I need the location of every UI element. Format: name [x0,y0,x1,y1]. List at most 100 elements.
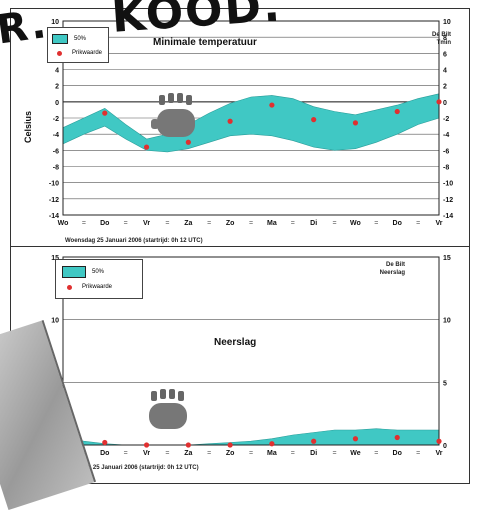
x-tick-label: Do [393,450,402,457]
y-tick-label-left: -14 [49,213,59,220]
y-tick-label-left: 10 [51,318,59,325]
x-tick-separator: = [207,450,211,457]
x-tick-label: We [350,450,360,457]
x-tick-label: Vr [143,450,150,457]
y-tick-label-right: -6 [443,148,449,155]
forecast-point [269,102,275,108]
temperature-chart-panel: 10108866442200-2-2-4-4-6-6-8-8-10-10-12-… [10,8,470,248]
x-tick-label: Do [100,450,109,457]
precipitation-legend: 50% Prikwaarde [55,259,143,299]
x-tick-separator: = [333,220,337,227]
y-tick-label-right: 6 [443,51,447,58]
y-tick-label-left: -10 [49,181,59,188]
paw-print-icon [151,93,195,137]
x-tick-separator: = [207,220,211,227]
forecast-point [185,139,191,145]
x-tick-separator: = [291,450,295,457]
stamp-lettering-left: R. [0,0,51,54]
y-tick-label-right: -2 [443,116,449,123]
precipitation-title: Neerslag [214,337,257,348]
x-tick-label: Za [184,450,192,457]
legend-band-label: 50% [74,36,87,42]
y-tick-label-right: 0 [443,100,447,107]
x-tick-separator: = [124,450,128,457]
forecast-point [311,117,317,123]
x-tick-separator: = [333,450,337,457]
forecast-point [102,110,108,116]
x-tick-separator: = [374,450,378,457]
forecast-point [436,438,442,444]
plot-area-border [62,20,440,216]
forecast-point [227,118,233,124]
x-tick-separator: = [416,450,420,457]
x-tick-separator: = [416,220,420,227]
y-tick-label-left: 0 [55,100,59,107]
legend-point-item: Prikwaarde [62,284,112,290]
band-swatch [52,34,68,44]
y-tick-label-left: -8 [53,165,59,172]
forecast-point [185,442,191,448]
y-tick-label-right: -8 [443,165,449,172]
x-tick-label: Vr [435,450,442,457]
y-tick-label-left: 4 [55,68,59,75]
forecast-point [352,436,359,442]
plot-area-border [62,256,440,446]
precipitation-issue-text: Woensdag 25 Januari 2006 (startrijd: 0h … [61,465,199,471]
paw-print-icon [149,389,187,429]
x-tick-label: Wo [350,220,361,227]
forecast-point [436,99,442,105]
forecast-point [352,120,359,126]
forecast-point [143,442,150,448]
forecast-point [394,434,400,441]
temperature-chart: 10108866442200-2-2-4-4-6-6-8-8-10-10-12-… [23,19,453,227]
temperature-station: De Bilt Tmin [432,31,451,47]
legend-point-item: Prikwaarde [52,50,102,56]
x-tick-label: Do [100,220,109,227]
y-tick-label-left: -4 [53,132,59,139]
y-tick-label-left: -6 [53,148,59,155]
y-tick-label-right: 10 [443,19,451,26]
y-tick-label-right: -14 [443,213,453,220]
forecast-point [227,442,233,448]
x-tick-separator: = [249,220,253,227]
x-tick-label: Vr [435,220,442,227]
x-tick-separator: = [249,450,253,457]
x-tick-separator: = [165,450,169,457]
y-tick-label-right: 4 [443,68,447,75]
temperature-issue-text: Woensdag 25 Januari 2006 (startrijd: 0h … [65,238,203,244]
x-tick-label: Zo [226,450,235,457]
y-tick-label-right: 15 [443,255,451,262]
precipitation-station-name: De Bilt [385,262,405,268]
forecast-point [102,439,108,446]
y-tick-label-left: 10 [51,19,59,26]
y-tick-label-right: 10 [443,318,451,325]
legend-point-label: Prikwaarde [72,50,103,56]
x-tick-separator: = [374,220,378,227]
point-swatch [57,50,62,56]
x-tick-label: Wo [58,220,69,227]
uncertainty-band [62,93,440,153]
temperature-legend: 50% Prikwaarde [47,27,109,63]
x-tick-separator: = [124,220,128,227]
x-tick-label: Zo [226,220,235,227]
y-tick-label-right: -4 [443,132,449,139]
precipitation-station-sub: Neerslag [379,270,405,276]
x-tick-separator: = [291,220,295,227]
legend-point-label: Prikwaarde [82,284,113,290]
point-swatch [67,284,72,290]
y-tick-label-right: 0 [443,443,447,450]
x-tick-label: Za [184,220,192,227]
x-tick-label: Vr [143,220,150,227]
x-tick-label: Di [310,220,317,227]
y-tick-label-right: 8 [443,35,447,42]
legend-band-label: 50% [92,269,105,275]
y-tick-label-right: 2 [443,84,447,91]
forecast-point [143,144,150,150]
forecast-point [311,438,317,444]
x-tick-label: Do [393,220,402,227]
x-tick-label: Ma [267,220,277,227]
x-tick-separator: = [82,220,86,227]
y-tick-label-left: -12 [49,197,59,204]
precipitation-chart-panel: 151510105500Wo=Do=Vr=Za=Zo=Ma=Di=We=Do=V… [10,246,470,484]
